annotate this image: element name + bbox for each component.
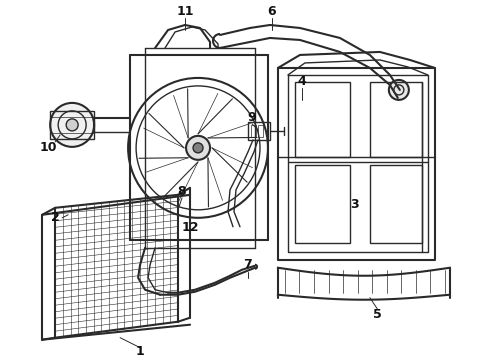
Circle shape — [193, 143, 203, 153]
Circle shape — [389, 80, 409, 100]
Text: 10: 10 — [39, 141, 57, 154]
Text: 8: 8 — [178, 185, 186, 198]
Circle shape — [66, 119, 78, 131]
Text: 6: 6 — [268, 5, 276, 18]
Text: 1: 1 — [136, 345, 145, 358]
Text: 5: 5 — [373, 308, 382, 321]
Bar — [295, 82, 350, 157]
Bar — [50, 111, 94, 139]
Text: 7: 7 — [244, 258, 252, 271]
Text: 9: 9 — [247, 111, 256, 125]
Text: 11: 11 — [176, 5, 194, 18]
Bar — [251, 125, 256, 137]
Bar — [248, 122, 270, 140]
Bar — [370, 82, 422, 157]
Circle shape — [186, 136, 210, 160]
Circle shape — [50, 103, 94, 147]
Text: 3: 3 — [350, 198, 359, 211]
Text: 4: 4 — [297, 76, 306, 89]
Bar — [370, 165, 422, 243]
Bar — [258, 125, 263, 137]
Text: 12: 12 — [181, 221, 199, 234]
Bar — [295, 165, 350, 243]
Text: 2: 2 — [51, 211, 60, 224]
